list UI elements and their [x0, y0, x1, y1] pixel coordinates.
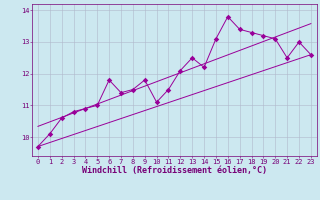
- Point: [107, 78, 112, 82]
- Point: [284, 56, 290, 59]
- Point: [142, 78, 147, 82]
- Point: [273, 37, 278, 40]
- Point: [71, 110, 76, 113]
- Point: [166, 88, 171, 91]
- Point: [261, 34, 266, 37]
- Point: [213, 37, 219, 40]
- Point: [83, 107, 88, 110]
- Point: [237, 28, 242, 31]
- Point: [202, 66, 207, 69]
- Point: [249, 31, 254, 34]
- Point: [190, 56, 195, 59]
- Point: [296, 40, 301, 44]
- Point: [59, 116, 64, 120]
- Point: [154, 101, 159, 104]
- Point: [36, 145, 41, 148]
- X-axis label: Windchill (Refroidissement éolien,°C): Windchill (Refroidissement éolien,°C): [82, 166, 267, 175]
- Point: [130, 88, 135, 91]
- Point: [308, 53, 313, 56]
- Point: [225, 15, 230, 18]
- Point: [178, 69, 183, 72]
- Point: [47, 132, 52, 135]
- Point: [118, 91, 124, 94]
- Point: [95, 104, 100, 107]
